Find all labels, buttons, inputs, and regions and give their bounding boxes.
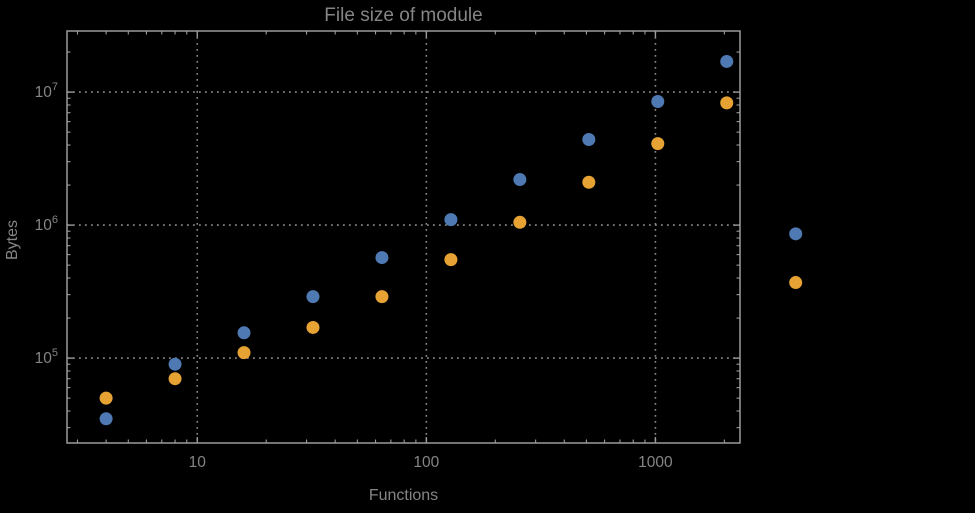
- x-axis-label: Functions: [368, 487, 439, 504]
- data-point: [444, 213, 458, 227]
- data-point: [375, 251, 389, 265]
- data-point: [789, 276, 803, 290]
- x-tick-label: 1000: [638, 454, 673, 471]
- data-point: [99, 391, 113, 405]
- data-point: [651, 137, 665, 151]
- y-tick-label: 107: [35, 81, 58, 101]
- data-point: [168, 372, 182, 386]
- chart-title: File size of module: [324, 5, 483, 26]
- data-point: [651, 94, 665, 108]
- data-point: [306, 320, 320, 334]
- data-point: [582, 133, 596, 147]
- x-tick-label: 10: [189, 454, 207, 471]
- plot-frame: [66, 30, 741, 444]
- data-point: [99, 412, 113, 426]
- data-point: [237, 326, 251, 340]
- data-point: [720, 54, 734, 68]
- data-point: [168, 357, 182, 371]
- data-point: [237, 346, 251, 360]
- data-point: [582, 175, 596, 189]
- data-point: [444, 253, 458, 267]
- data-point: [513, 173, 527, 187]
- data-point: [513, 215, 527, 229]
- data-point: [720, 96, 734, 110]
- y-tick-label: 105: [35, 347, 58, 367]
- data-point: [375, 290, 389, 304]
- x-tick-label: 100: [413, 454, 439, 471]
- data-point: [306, 290, 320, 304]
- y-tick-label: 106: [35, 214, 58, 234]
- data-point: [789, 227, 803, 241]
